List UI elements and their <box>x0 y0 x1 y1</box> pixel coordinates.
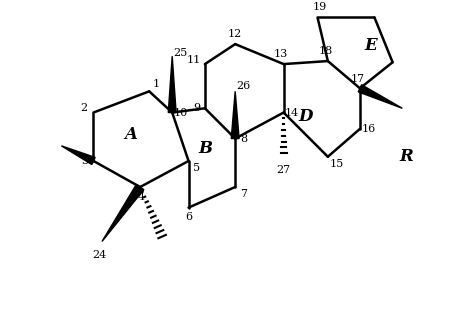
Polygon shape <box>168 56 176 113</box>
Text: 4: 4 <box>138 192 145 202</box>
Polygon shape <box>102 184 144 241</box>
Text: 8: 8 <box>240 133 247 144</box>
Text: 17: 17 <box>350 73 365 84</box>
Text: 10: 10 <box>173 108 188 117</box>
Text: 12: 12 <box>228 30 242 39</box>
Text: 3: 3 <box>81 156 88 166</box>
Text: A: A <box>125 126 137 143</box>
Text: 24: 24 <box>92 250 107 260</box>
Text: 26: 26 <box>237 81 251 92</box>
Text: 2: 2 <box>80 103 87 113</box>
Text: 13: 13 <box>274 50 288 59</box>
Text: 27: 27 <box>276 165 291 175</box>
Text: 25: 25 <box>173 48 188 58</box>
Text: 9: 9 <box>193 103 200 113</box>
Text: 16: 16 <box>361 124 375 134</box>
Polygon shape <box>231 91 239 138</box>
Text: 6: 6 <box>185 212 192 222</box>
Text: E: E <box>364 37 376 54</box>
Polygon shape <box>62 146 95 165</box>
Text: 11: 11 <box>187 55 201 66</box>
Text: 18: 18 <box>318 46 333 56</box>
Text: D: D <box>298 108 313 125</box>
Text: 15: 15 <box>329 159 344 169</box>
Text: 14: 14 <box>285 108 299 117</box>
Text: 1: 1 <box>153 79 160 89</box>
Text: 19: 19 <box>313 2 327 11</box>
Text: 5: 5 <box>193 163 201 173</box>
Text: B: B <box>198 140 212 157</box>
Polygon shape <box>358 85 402 108</box>
Text: 7: 7 <box>240 189 247 199</box>
Text: R: R <box>400 148 413 165</box>
